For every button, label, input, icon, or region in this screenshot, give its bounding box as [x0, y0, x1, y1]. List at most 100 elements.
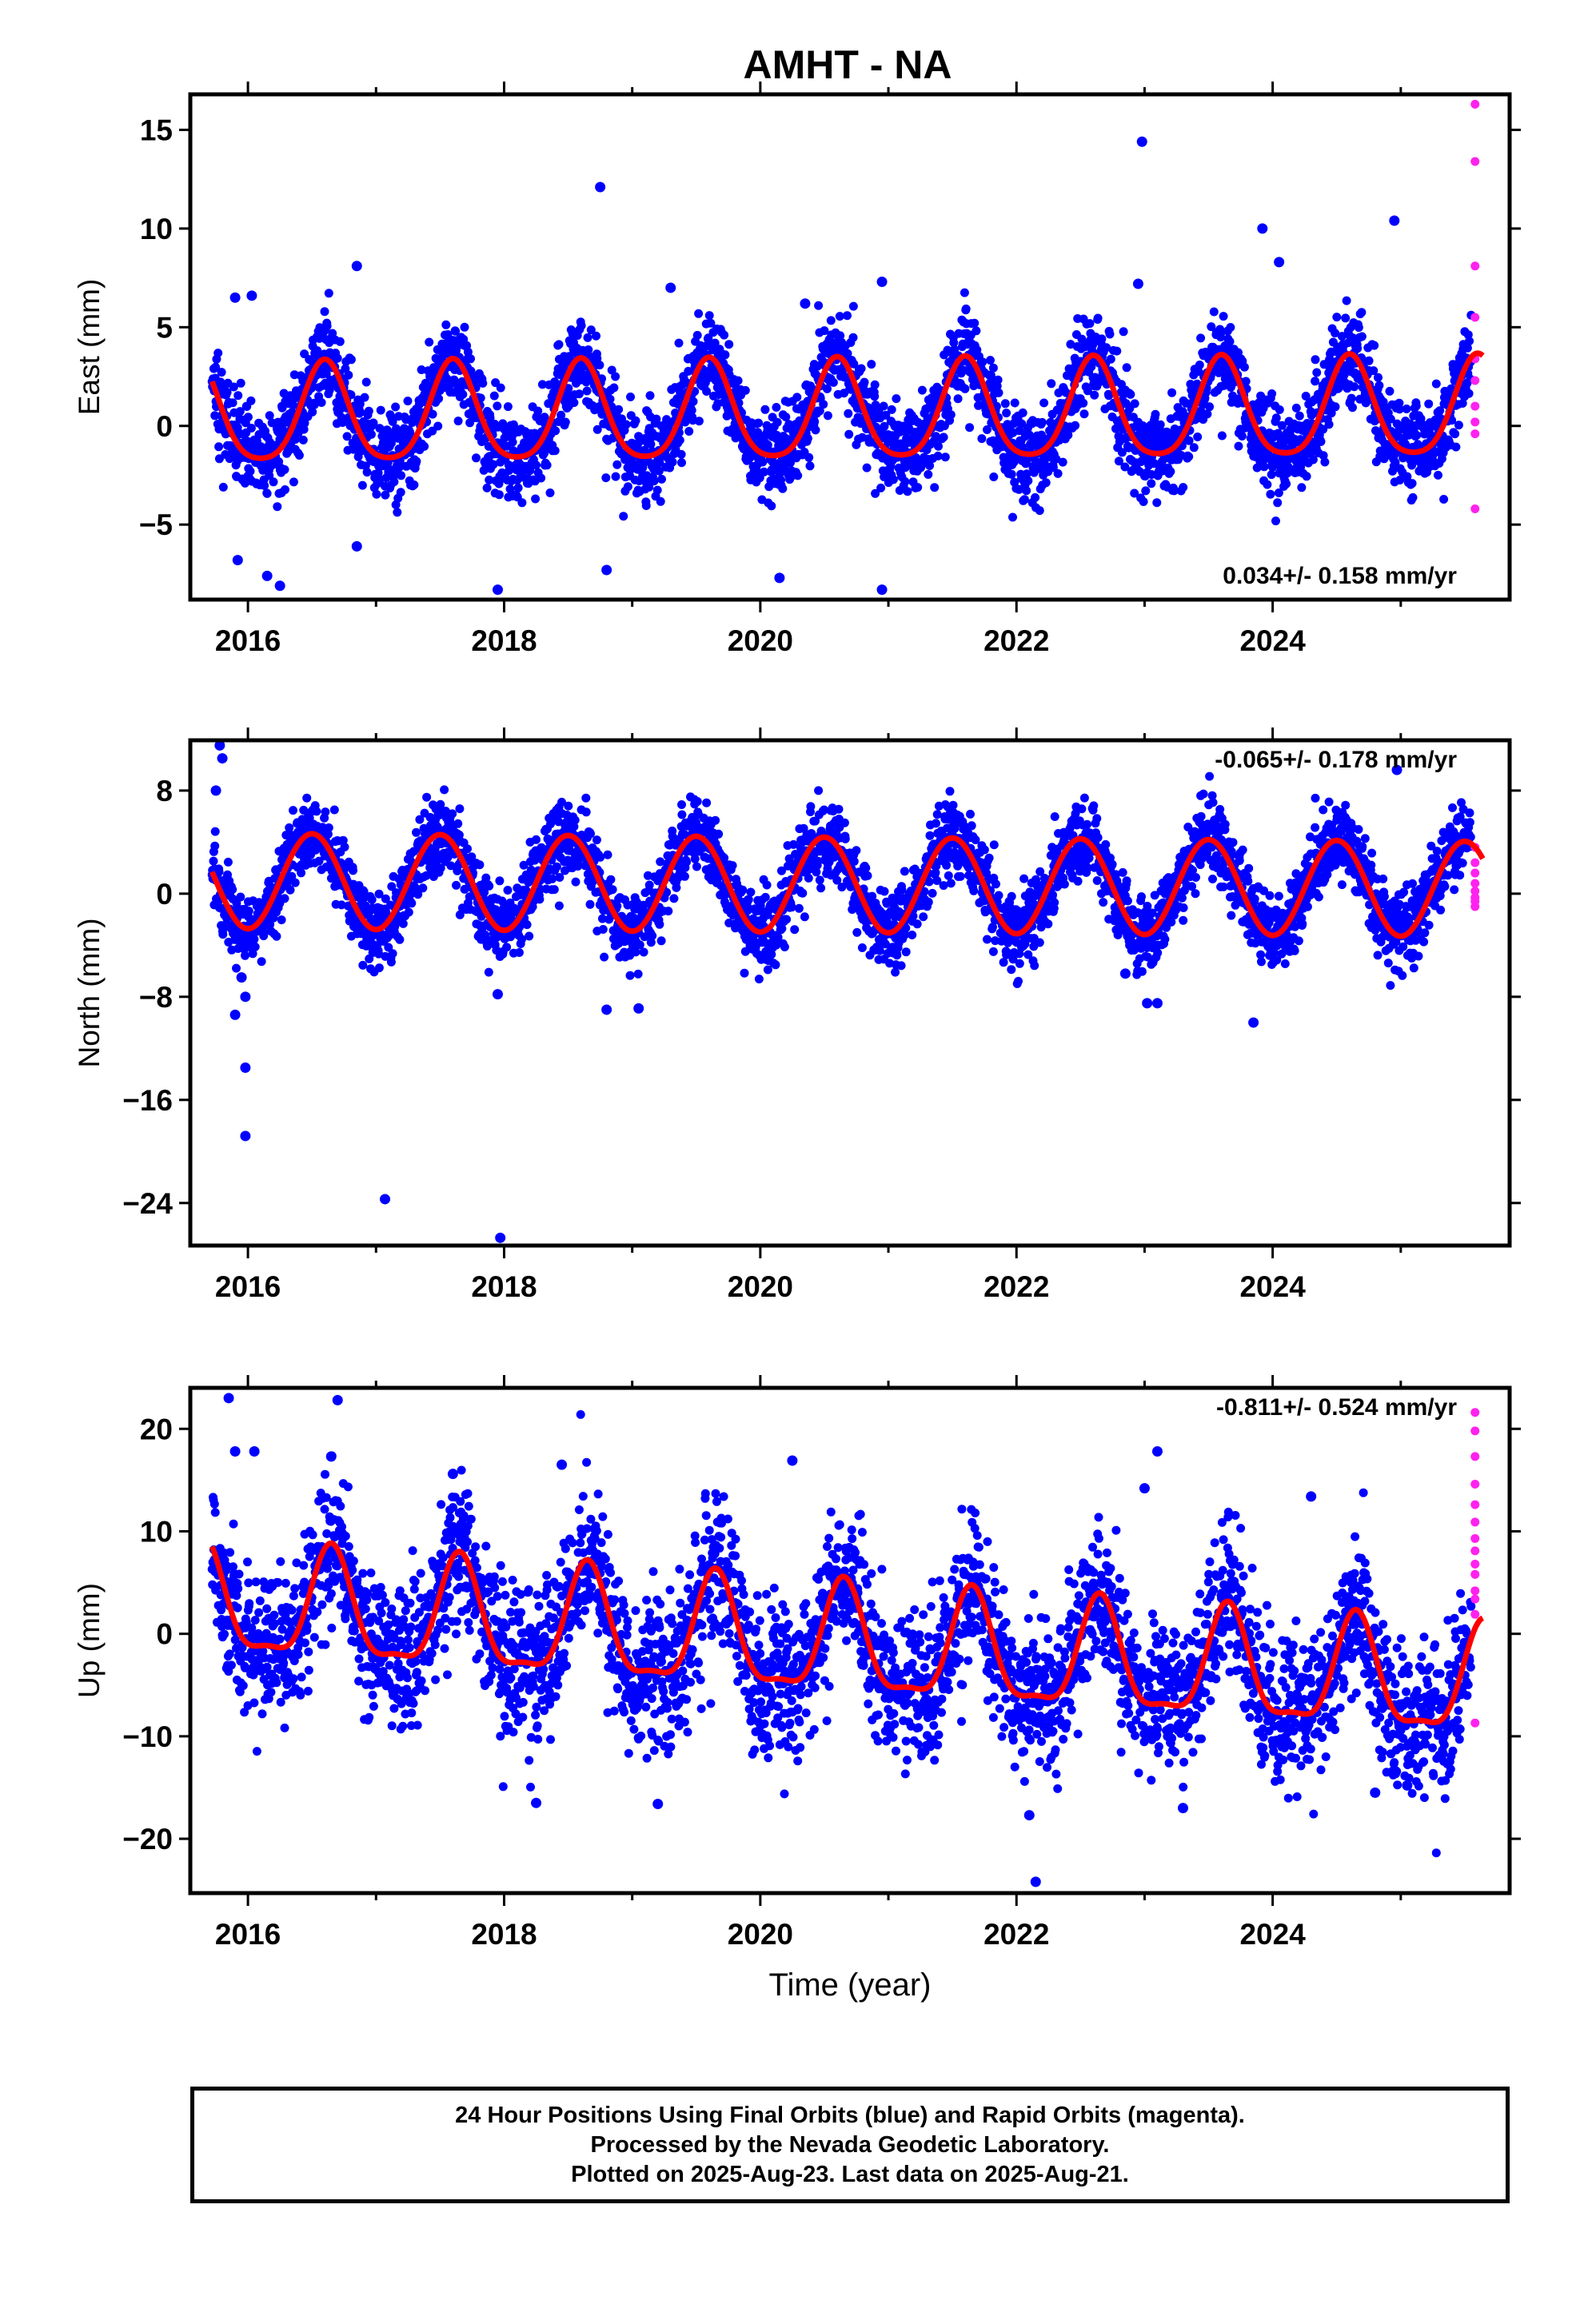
- final-orbit-outlier: [351, 261, 362, 272]
- final-orbit-outlier: [1139, 1483, 1150, 1494]
- final-orbit-outlier: [557, 1459, 568, 1470]
- velocity-rate-label: 0.034+/- 0.158 mm/yr: [1223, 563, 1457, 589]
- rapid-orbit-point: [1470, 1452, 1480, 1461]
- rapid-orbit-point: [1470, 417, 1480, 427]
- final-orbit-outlier: [1119, 968, 1131, 979]
- final-orbit-outlier: [1136, 136, 1147, 147]
- x-tick-label: 2020: [728, 624, 793, 657]
- y-tick-label: 0: [156, 1618, 173, 1651]
- final-orbit-outlier: [1306, 1491, 1317, 1502]
- final-orbit-outlier: [325, 1451, 337, 1462]
- final-orbit-outlier: [240, 1062, 251, 1074]
- x-tick-label: 2024: [1239, 1270, 1306, 1303]
- final-orbit-outlier: [240, 991, 251, 1003]
- final-orbit-outlier: [595, 181, 606, 193]
- rapid-orbit-point: [1470, 401, 1480, 411]
- final-orbit-outlier: [1178, 1803, 1189, 1814]
- final-orbit-outlier: [531, 1797, 542, 1808]
- final-orbit-outlier: [601, 564, 612, 576]
- chart-title: AMHT - NA: [743, 42, 952, 87]
- final-orbit-outlier: [332, 1394, 343, 1405]
- final-orbit-outlier: [652, 1798, 664, 1809]
- rapid-orbit-point: [1470, 879, 1480, 888]
- y-tick-label: 10: [140, 1515, 173, 1548]
- final-orbit-outlier: [1391, 764, 1402, 775]
- y-tick-label: 0: [156, 878, 173, 911]
- footer-line-1: 24 Hour Positions Using Final Orbits (bl…: [455, 2102, 1245, 2128]
- rapid-orbit-point: [1470, 1594, 1480, 1604]
- y-tick-label: −10: [122, 1720, 173, 1753]
- final-orbit-outlier: [249, 1445, 260, 1457]
- final-orbit-outlier: [217, 753, 228, 764]
- rapid-orbit-point: [1470, 1718, 1480, 1728]
- final-orbit-outlier: [1274, 257, 1285, 268]
- y-tick-label: −8: [139, 981, 173, 1014]
- plot-frame: [188, 738, 1512, 1248]
- y-tick-label: 0: [156, 410, 173, 443]
- x-tick-label: 2022: [984, 1918, 1049, 1951]
- rapid-orbit-point: [1470, 261, 1480, 271]
- final-orbit-outlier: [633, 1003, 644, 1014]
- rapid-orbit-point: [1470, 868, 1480, 878]
- final-orbit-outlier: [223, 1393, 234, 1404]
- data-layer-east: [207, 99, 1485, 596]
- footer-caption-box: 24 Hour Positions Using Final Orbits (bl…: [190, 2087, 1510, 2203]
- rapid-orbit-point: [1470, 1426, 1480, 1436]
- rapid-orbit-point: [1470, 1408, 1480, 1417]
- final-orbit-outlier: [229, 292, 241, 303]
- rapid-orbit-point: [1470, 1609, 1480, 1619]
- y-tick-label: 8: [156, 775, 173, 807]
- final-orbit-outlier: [495, 1232, 506, 1243]
- velocity-rate-label: -0.811+/- 0.524 mm/yr: [1216, 1394, 1457, 1421]
- final-orbit-outlier: [232, 555, 243, 566]
- rapid-orbit-point: [1470, 504, 1480, 513]
- rapid-orbit-point: [1470, 1569, 1480, 1579]
- panel-up: −20 −10 0 10 20 2016 2018 2020 2022 2024 Up (mm) Ti…: [73, 1375, 1521, 2003]
- footer-line-3: Plotted on 2025-Aug-23. Last data on 202…: [571, 2161, 1129, 2187]
- final-orbit-points: [207, 288, 1476, 526]
- final-orbit-outlier: [787, 1455, 798, 1466]
- final-orbit-outlier: [229, 1009, 241, 1020]
- rapid-orbit-point: [1470, 1546, 1480, 1556]
- y-tick-label: 20: [140, 1413, 173, 1445]
- x-tick-label: 2022: [984, 1270, 1049, 1303]
- final-orbit-outlier: [1370, 1787, 1381, 1798]
- final-orbit-outlier: [665, 282, 676, 293]
- rapid-orbit-point: [1470, 858, 1480, 867]
- final-orbit-outlier: [1151, 1445, 1163, 1457]
- y-tick-label: −20: [122, 1823, 173, 1856]
- final-orbit-outlier: [1023, 1810, 1035, 1821]
- x-tick-label: 2024: [1239, 624, 1306, 657]
- rapid-orbit-point: [1470, 313, 1480, 322]
- final-orbit-outlier: [601, 1004, 612, 1015]
- rapid-orbit-point: [1470, 429, 1480, 439]
- footer-line-2: Processed by the Nevada Geodetic Laborat…: [590, 2131, 1110, 2158]
- final-orbit-outlier: [229, 1445, 241, 1457]
- final-orbit-outlier: [447, 1469, 458, 1480]
- x-tick-label: 2022: [984, 624, 1049, 657]
- final-orbit-outlier: [246, 290, 257, 301]
- rapid-orbit-point: [1470, 887, 1480, 896]
- y-axis-label: North (mm): [73, 918, 106, 1067]
- final-orbit-points: [207, 771, 1476, 991]
- x-tick-label: 2020: [728, 1270, 793, 1303]
- final-orbit-outlier: [261, 570, 273, 581]
- x-tick-label: 2016: [215, 1270, 281, 1303]
- panel-north: −24 −16 −8 0 8 2016 2018 2020 2022 2024 North (mm)…: [73, 727, 1521, 1303]
- final-orbit-outlier: [379, 1194, 390, 1205]
- final-orbit-outlier: [1257, 223, 1268, 234]
- plot-frame: [188, 92, 1512, 602]
- model-fit-curve: [209, 350, 1485, 461]
- x-tick-label: 2018: [471, 1270, 537, 1303]
- y-tick-label: −16: [122, 1084, 173, 1117]
- final-orbit-outlier: [800, 298, 811, 309]
- final-orbit-outlier: [351, 540, 362, 552]
- data-layer-north: [207, 740, 1486, 1243]
- rapid-orbit-point: [1470, 902, 1480, 911]
- final-orbit-outlier: [1389, 215, 1400, 226]
- final-orbit-outlier: [1142, 998, 1153, 1009]
- x-tick-label: 2020: [728, 1918, 793, 1951]
- final-orbit-outlier: [274, 580, 285, 592]
- final-orbit-outlier: [210, 785, 221, 796]
